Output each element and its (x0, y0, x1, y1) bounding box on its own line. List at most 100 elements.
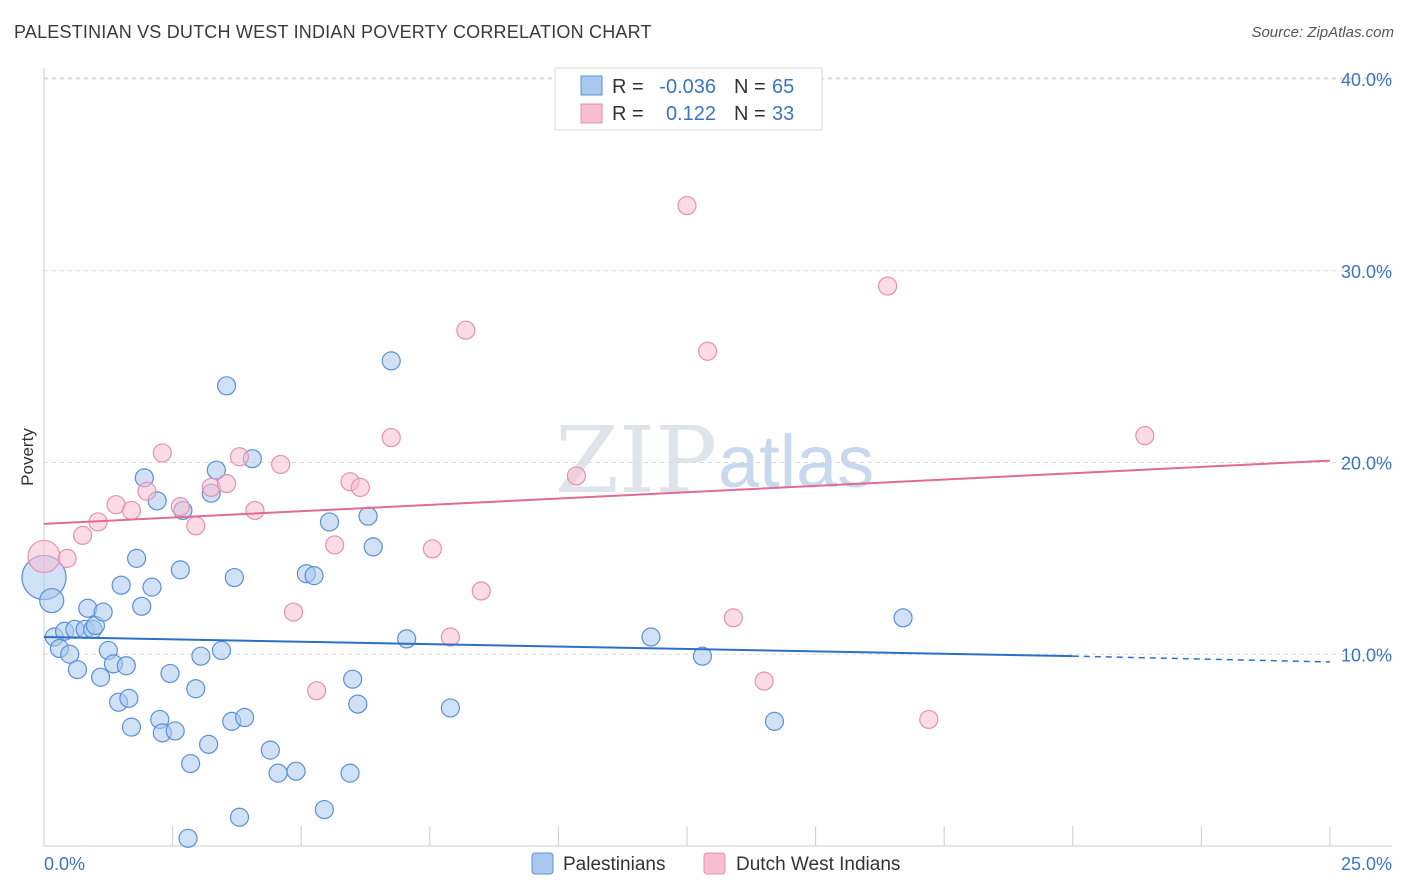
palestinian-point (692, 646, 713, 666)
palestinian-point (126, 548, 147, 568)
dutch-west-indian-point (381, 427, 401, 448)
palestinian-point (764, 711, 785, 731)
palestinian-point (641, 627, 661, 647)
palestinian-point (268, 763, 288, 783)
palestinian-point (206, 460, 226, 480)
dutch-west-indian-point (440, 627, 460, 647)
dutch-west-indian-point (697, 341, 718, 361)
palestinian-point (111, 575, 131, 595)
dutch-west-indian-point (72, 525, 93, 545)
palestinian-point (178, 828, 198, 848)
dutch-west-indian-point (350, 477, 370, 498)
y-tick-label: 20.0% (1341, 454, 1392, 474)
palestinian-point (893, 608, 913, 628)
legend-n-label-1: N = (734, 76, 766, 98)
palestinian-point (229, 807, 250, 827)
dutch-west-indian-point (217, 473, 237, 494)
palestinian-point (224, 567, 244, 588)
palestinian-point (67, 659, 88, 680)
palestinian-point (363, 537, 383, 557)
dutch-west-indian-point (456, 320, 476, 340)
palestinian-point (260, 740, 280, 760)
palestinian-point (160, 663, 180, 684)
dutch-west-indian-point (919, 709, 939, 730)
dutch-west-indian-point (57, 548, 77, 568)
y-tick-labels: 10.0% 20.0% 30.0% 40.0% (1341, 70, 1392, 665)
palestinian-point (142, 577, 162, 597)
dutch-west-indian-point (283, 602, 304, 622)
legend-n-value-2: 33 (772, 103, 794, 125)
legend-swatch-dutch-west-indians (580, 103, 603, 124)
chart-source: Source: ZipAtlas.com (1251, 24, 1394, 41)
palestinian-point (304, 566, 324, 586)
legend-swatch-palestinians (580, 75, 603, 96)
palestinian-point (397, 629, 417, 649)
legend-n-value-1: 65 (772, 76, 794, 98)
palestinian-point (116, 656, 136, 676)
palestinian-point (121, 717, 142, 737)
palestinian-point (186, 679, 206, 699)
trend-lines (43, 459, 1331, 663)
y-tick-label: 10.0% (1341, 645, 1392, 665)
dutch-west-indian-point (754, 671, 774, 691)
palestinian-point (358, 506, 378, 526)
palestinian-point (165, 721, 185, 741)
dutch-west-indian-point (723, 608, 743, 628)
palestinian-point (119, 688, 139, 708)
dutch-west-indian-point (152, 443, 172, 463)
palestinian-point (132, 596, 152, 616)
palestinian-point (314, 799, 334, 820)
series-legend-swatch-palestinians (531, 852, 554, 875)
palestinian-point (199, 734, 219, 754)
palestinians-trend-line (43, 635, 1073, 658)
dutch-west-indian-point (307, 681, 327, 701)
palestinian-point (39, 587, 65, 614)
palestinian-point (181, 753, 201, 774)
y-axis-label: Poverty (18, 428, 37, 486)
watermark-atlas: atlas (718, 420, 874, 503)
legend-r-value-2: 0.122 (666, 103, 716, 125)
series-legend: Palestinians Dutch West Indians (531, 852, 900, 875)
palestinian-point (348, 694, 368, 714)
scatter-points (21, 195, 1155, 848)
watermark-zip: ZIP (555, 407, 717, 514)
legend-n-label-2: N = (734, 103, 766, 125)
palestinian-point (170, 560, 190, 580)
palestinian-point (343, 669, 363, 689)
legend-r-label-2: R = (612, 103, 644, 125)
dutch-west-indian-point (677, 195, 697, 216)
x-tick-label-max: 25.0% (1341, 854, 1392, 874)
series-legend-label-palestinians: Palestinians (563, 854, 665, 875)
palestinian-point (191, 646, 211, 666)
dutch-west-indian-point (186, 516, 206, 536)
palestinian-point (211, 640, 232, 661)
series-legend-label-dutch-west-indians: Dutch West Indians (736, 854, 900, 875)
chart-title: PALESTINIAN VS DUTCH WEST INDIAN POVERTY… (14, 22, 652, 42)
y-tick-label: 30.0% (1341, 262, 1392, 282)
palestinian-point (217, 376, 237, 396)
palestinian-point (319, 512, 340, 532)
dutch-west-indian-point (325, 535, 345, 555)
dutch-west-indian-point (271, 454, 291, 475)
legend-r-value-1: -0.036 (659, 76, 716, 98)
dutch-west-indian-point (170, 497, 190, 517)
palestinian-point (440, 698, 460, 718)
dutch-west-indian-point (121, 500, 142, 521)
series-legend-swatch-dutch-west-indians (703, 852, 726, 875)
palestinians-trend-extension (1072, 655, 1331, 663)
dutch-west-indian-point (27, 539, 61, 574)
palestinian-point (60, 644, 80, 664)
dutch-west-indian-point (422, 539, 442, 559)
axes (43, 68, 1392, 847)
dutch-west-indian-point (137, 481, 157, 501)
dutch-west-indian-point (1135, 426, 1155, 446)
y-tick-label: 40.0% (1341, 70, 1392, 90)
palestinian-point (90, 667, 111, 687)
palestinian-point (93, 602, 113, 622)
dutch-west-indian-point (878, 276, 898, 296)
x-tick-label-min: 0.0% (44, 854, 85, 874)
palestinian-point (235, 707, 255, 728)
palestinian-point (286, 761, 306, 781)
correlation-legend: R = -0.036 N = 65 R = 0.122 N = 33 (554, 67, 823, 131)
